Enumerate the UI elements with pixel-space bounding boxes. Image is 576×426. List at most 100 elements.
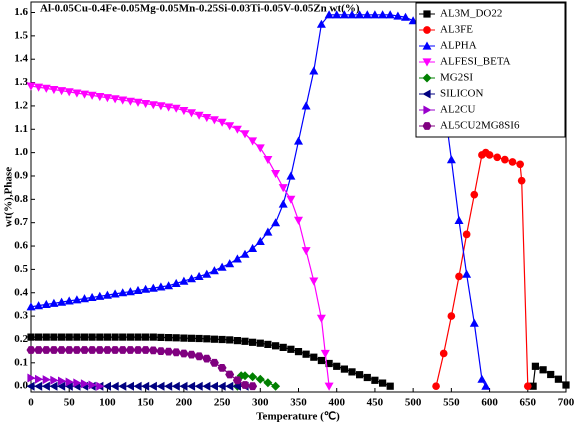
marker — [35, 374, 44, 384]
legend-marker — [423, 105, 432, 115]
legend-marker — [422, 89, 431, 99]
marker — [87, 91, 97, 100]
marker — [333, 362, 341, 370]
marker — [309, 277, 319, 286]
marker — [179, 276, 189, 285]
marker — [481, 381, 491, 390]
y-tick-label: 1.2 — [14, 99, 28, 111]
marker — [286, 171, 296, 180]
marker — [164, 381, 173, 391]
marker — [240, 130, 250, 139]
marker — [102, 381, 111, 391]
marker — [523, 382, 532, 390]
legend-label: AL2CU — [440, 104, 476, 116]
y-tick-label: 0.1 — [14, 356, 28, 368]
marker — [232, 254, 242, 263]
marker — [187, 334, 196, 342]
legend-marker — [422, 58, 432, 67]
marker — [171, 348, 181, 357]
marker — [133, 98, 143, 107]
marker — [26, 82, 36, 91]
marker — [378, 10, 388, 19]
marker — [194, 271, 204, 280]
marker — [432, 382, 440, 390]
marker — [516, 160, 524, 169]
marker — [255, 144, 265, 153]
marker — [64, 346, 74, 354]
y-tick-label: 0.9 — [14, 170, 28, 182]
legend-label: AL3FE — [440, 24, 473, 36]
marker — [156, 102, 166, 111]
marker — [209, 116, 219, 125]
x-tick-label: 250 — [214, 397, 231, 409]
marker — [41, 84, 51, 93]
marker — [385, 10, 395, 19]
legend-label: SILICON — [440, 88, 483, 100]
x-tick-label: 100 — [99, 397, 116, 409]
marker — [125, 346, 135, 354]
marker — [356, 371, 364, 379]
marker — [148, 346, 158, 355]
y-tick-label: 1.0 — [14, 146, 28, 158]
marker — [172, 334, 180, 342]
marker — [379, 379, 387, 387]
marker — [278, 184, 288, 193]
marker — [517, 176, 526, 185]
marker — [271, 218, 281, 227]
marker — [347, 10, 357, 19]
marker — [27, 373, 36, 383]
marker — [156, 381, 165, 391]
marker — [118, 381, 127, 391]
marker — [42, 333, 50, 341]
marker — [446, 155, 456, 164]
legend-label: ALFESI_BETA — [440, 56, 511, 68]
marker — [118, 346, 128, 354]
marker — [35, 333, 43, 341]
marker — [210, 335, 218, 343]
legend-label: ALPHA — [440, 40, 477, 52]
y-tick-label: 1.1 — [14, 123, 28, 135]
marker — [57, 381, 66, 391]
marker — [203, 335, 211, 343]
x-tick-label: 650 — [520, 397, 537, 409]
x-tick-label: 50 — [64, 397, 76, 409]
marker — [263, 378, 273, 388]
y-tick-label: 1.5 — [14, 29, 28, 41]
marker — [148, 283, 158, 292]
marker — [225, 370, 235, 379]
marker — [202, 381, 211, 391]
y-tick-label: 0.4 — [14, 286, 28, 298]
y-tick-label: 0.6 — [14, 240, 28, 252]
marker — [209, 381, 218, 391]
marker — [156, 347, 166, 355]
marker — [271, 170, 281, 179]
marker — [50, 375, 59, 385]
marker — [64, 296, 74, 305]
marker — [187, 109, 196, 118]
marker — [278, 199, 288, 208]
marker — [248, 372, 258, 382]
marker — [34, 83, 44, 92]
marker — [102, 290, 112, 299]
marker — [240, 371, 250, 381]
marker — [57, 297, 67, 306]
marker — [320, 349, 330, 358]
marker — [80, 90, 89, 99]
x-tick-label: 300 — [252, 397, 269, 409]
marker — [194, 381, 203, 391]
marker — [195, 334, 203, 343]
x-tick-label: 350 — [290, 397, 307, 409]
marker — [119, 333, 127, 341]
marker — [348, 368, 356, 376]
marker — [332, 10, 342, 19]
marker — [110, 346, 120, 354]
series-line — [435, 151, 529, 387]
marker — [49, 86, 59, 95]
x-tick-label: 150 — [137, 397, 154, 409]
marker — [165, 334, 173, 342]
legend-box — [415, 2, 566, 138]
marker — [73, 333, 81, 341]
marker — [232, 376, 242, 385]
marker — [164, 281, 174, 290]
